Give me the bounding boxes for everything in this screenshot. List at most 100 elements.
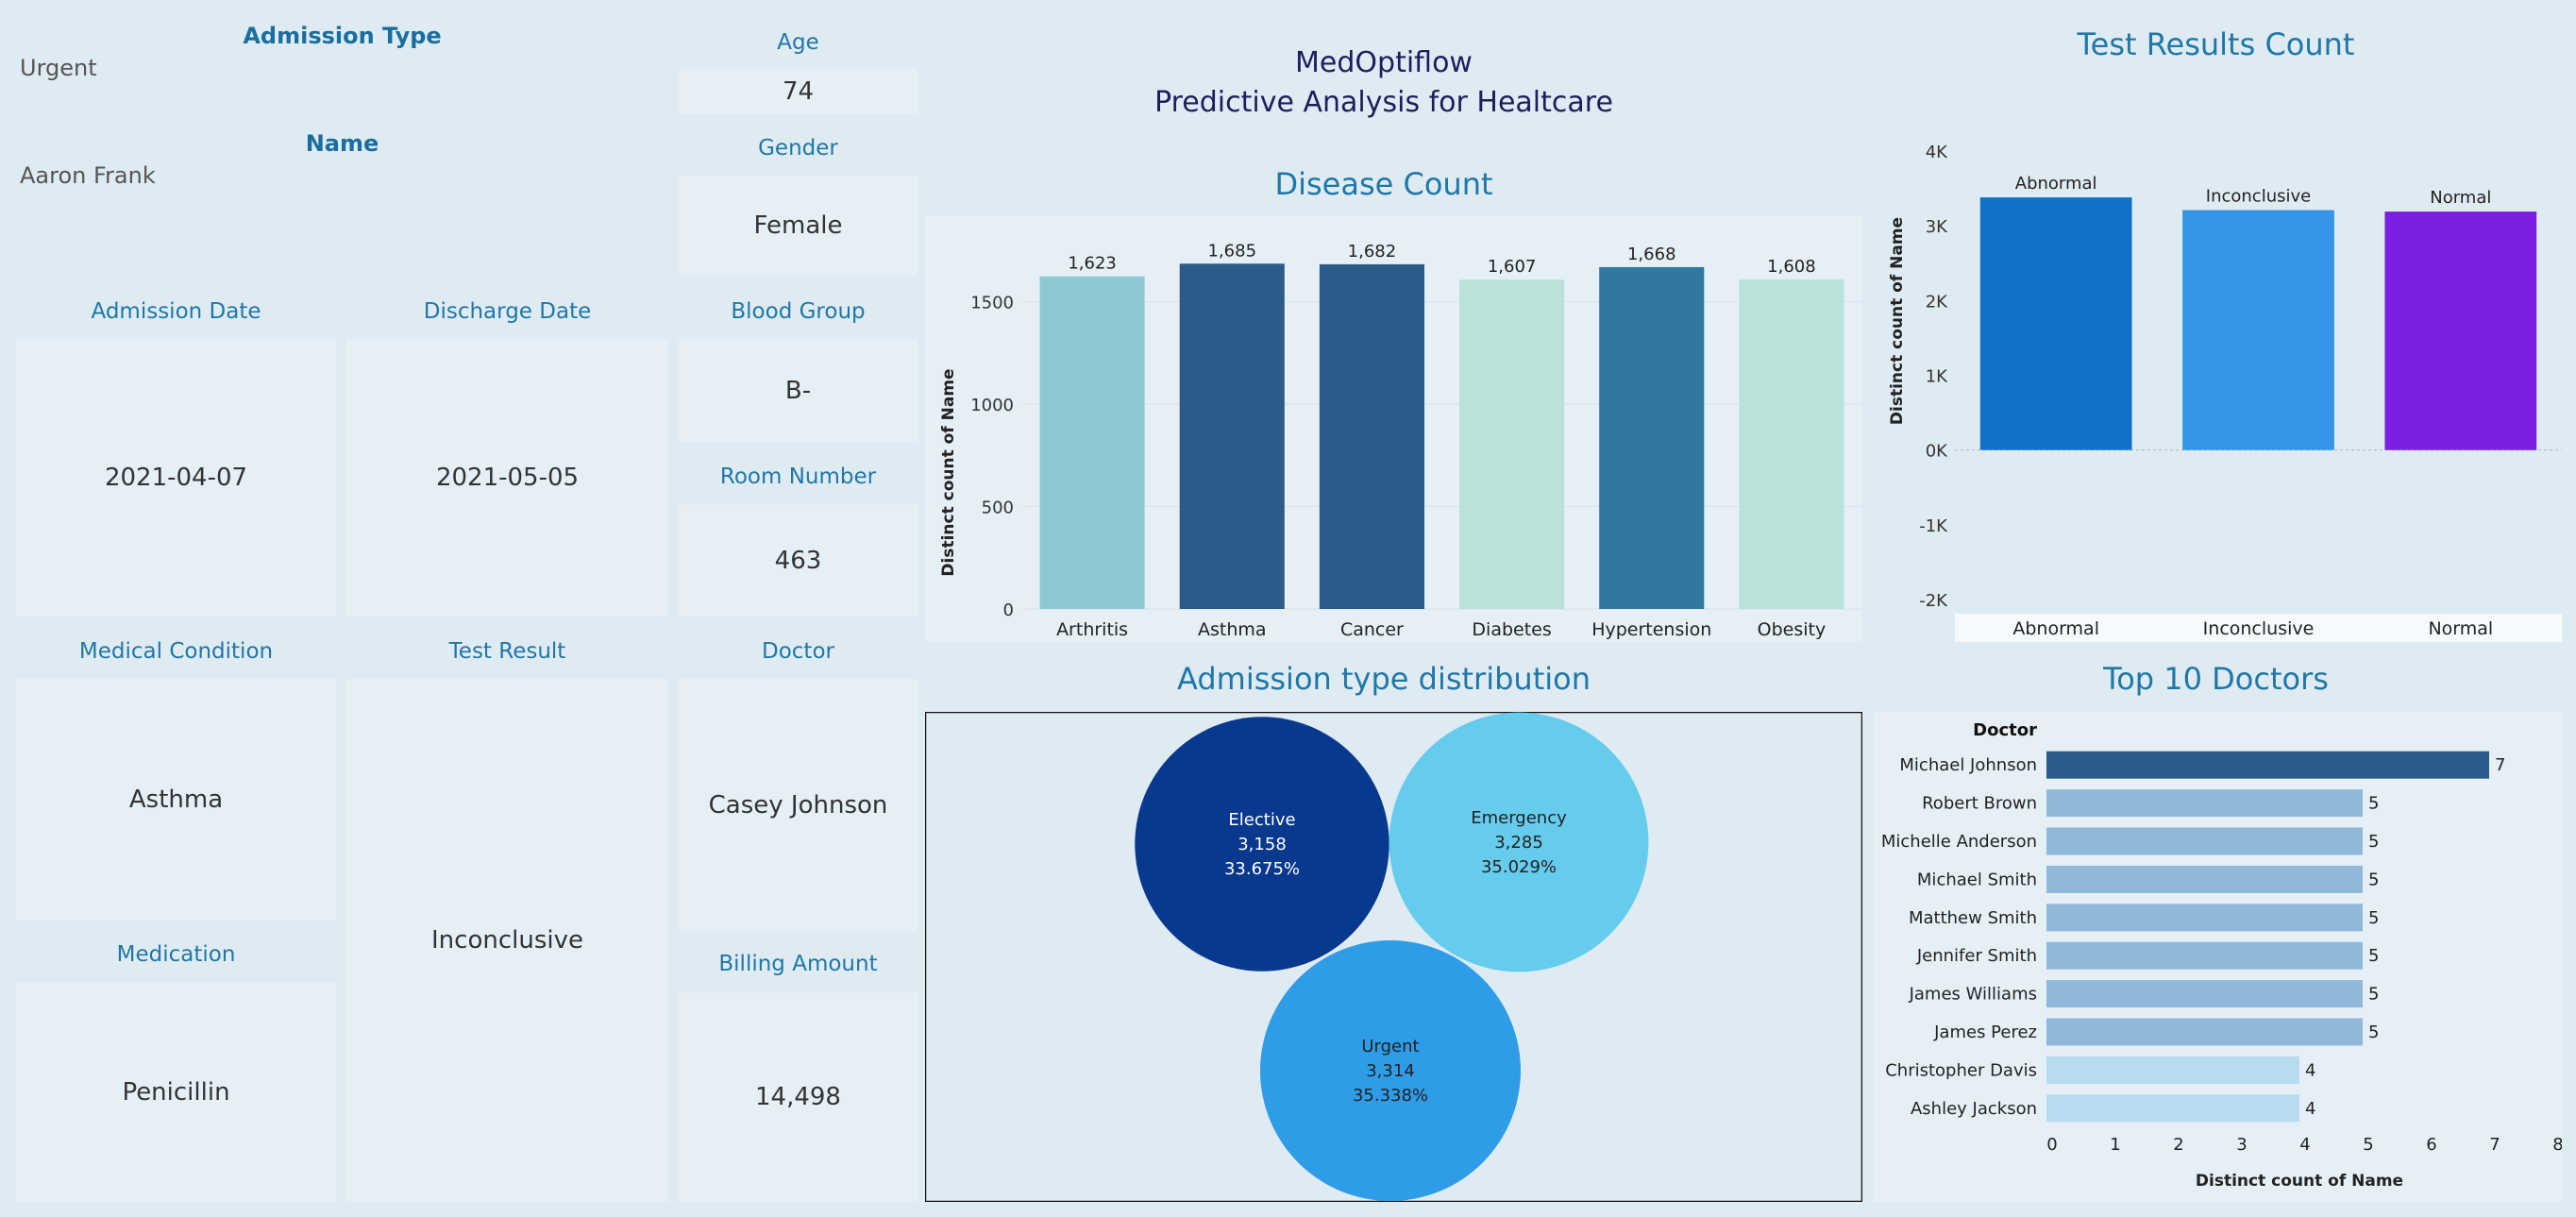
bubble-value: 3,285 — [1494, 833, 1543, 853]
bar — [1599, 266, 1705, 609]
bubble-percent: 33.675% — [1224, 859, 1300, 879]
doctor-name: Matthew Smith — [1909, 908, 2037, 928]
data-label: 5 — [2368, 1023, 2379, 1042]
x-tick-label: Cancer — [1340, 619, 1404, 640]
bar — [1979, 197, 2132, 450]
data-label: 4 — [2305, 1060, 2315, 1080]
top-doctors-title: Top 10 Doctors — [2103, 661, 2329, 697]
bar-label: Abnormal — [2015, 174, 2097, 194]
data-label: 5 — [2368, 985, 2379, 1005]
y-tick-label: -1K — [1919, 516, 1948, 536]
disease-count-chart: 0 500 1000 1500 Distinct count of Name 1,623 A… — [925, 215, 1861, 642]
bar — [1039, 276, 1145, 609]
bar — [2046, 1056, 2299, 1084]
x-tick-label: Asthma — [1198, 619, 1267, 640]
data-label: 1,623 — [1068, 254, 1117, 274]
discharge-date-label: Discharge Date — [423, 299, 592, 324]
doctor-name: Jennifer Smith — [1916, 946, 2037, 966]
gender-card: Female — [679, 176, 918, 276]
y-axis-title: Distinct count of Name — [939, 368, 958, 576]
data-label: 5 — [2368, 794, 2379, 814]
medical-condition-label: Medical Condition — [78, 639, 274, 664]
app-title-line1: MedOptiflow — [1295, 46, 1473, 79]
bar — [2046, 941, 2363, 970]
doctor-name: Christopher Davis — [1885, 1060, 2037, 1080]
discharge-date-card: 2021-05-05 — [346, 339, 668, 617]
x-tick-label: Arthritis — [1056, 619, 1128, 640]
bubble-name: Urgent — [1361, 1037, 1419, 1056]
bubble-value: 3,158 — [1237, 835, 1287, 854]
bar — [2046, 1018, 2363, 1046]
bubble — [1260, 940, 1521, 1201]
bubble-name: Elective — [1228, 810, 1295, 830]
y-tick-label: 1500 — [970, 293, 1014, 313]
data-label: 7 — [2495, 755, 2505, 775]
x-tick-label: Inconclusive — [2203, 618, 2315, 639]
top-doctors-chart: Doctor Michael Johnson 7 Robert Brown 5 Miche… — [1874, 712, 2562, 1202]
bar-label: Normal — [2430, 188, 2491, 208]
x-tick-label: Hypertension — [1591, 619, 1711, 640]
test-result-label: Test Result — [448, 639, 566, 664]
y-tick-label: 3K — [1926, 217, 1948, 237]
blood-group-label: Blood Group — [731, 299, 866, 324]
app-title: MedOptiflow Predictive Analysis for Heal… — [925, 43, 1843, 123]
y-tick-label: 1K — [1926, 367, 1948, 387]
x-tick-label: 6 — [2426, 1135, 2436, 1155]
y-tick-label: 1000 — [970, 396, 1014, 415]
x-tick-label: Obesity — [1758, 619, 1827, 640]
room-number-card: 463 — [679, 504, 918, 617]
medical-condition-card: Asthma — [16, 679, 336, 921]
doctor-name: Michael Smith — [1917, 870, 2037, 889]
room-number-label: Room Number — [719, 465, 877, 489]
test-results-count-title: Test Results Count — [2077, 26, 2355, 62]
bubble-name: Emergency — [1471, 808, 1567, 828]
blood-group-card: B- — [679, 339, 918, 443]
bubble — [1389, 712, 1649, 972]
y-tick-label: 0 — [1003, 600, 1014, 620]
name-value: Aaron Frank — [20, 162, 156, 189]
x-tick-label: 4 — [2299, 1135, 2310, 1155]
doctor-card: Casey Johnson — [679, 679, 918, 931]
data-label: 1,682 — [1348, 242, 1397, 262]
x-tick-label: 8 — [2552, 1135, 2562, 1155]
name-label: Name — [305, 130, 379, 157]
x-tick-label: Normal — [2428, 618, 2493, 639]
y-tick-label: 500 — [982, 498, 1014, 517]
test-results-chart: 4K 3K 2K 1K 0K -1K -2K Distinct count of Name Ab… — [1888, 143, 2562, 642]
bar — [2046, 904, 2363, 932]
y-tick-label: 2K — [1926, 292, 1948, 312]
gender-label: Gender — [758, 136, 838, 161]
admission-type-label: Admission Type — [243, 23, 442, 49]
x-tick-label: Abnormal — [2012, 618, 2099, 639]
doctor-name: James Perez — [1933, 1023, 2037, 1042]
x-tick-label: 7 — [2489, 1135, 2500, 1155]
bar — [2046, 789, 2363, 818]
app-title-line2: Predictive Analysis for Healtcare — [1154, 86, 1613, 119]
doctor-name: Michelle Anderson — [1881, 832, 2037, 852]
medication-card: Penicillin — [16, 983, 336, 1202]
bubble-value: 3,314 — [1366, 1061, 1415, 1081]
bar — [2046, 1094, 2299, 1123]
row-header: Doctor — [1973, 720, 2037, 740]
x-tick-label: 1 — [2110, 1135, 2120, 1155]
data-label: 1,685 — [1207, 241, 1256, 261]
y-tick-label: 4K — [1926, 143, 1948, 162]
billing-amount-card: 14,498 — [679, 992, 918, 1202]
x-axis-band — [1955, 614, 2562, 642]
data-label: 5 — [2368, 870, 2379, 889]
doctor-name: Robert Brown — [1922, 794, 2037, 814]
y-tick-label: 0K — [1926, 442, 1948, 462]
data-label: 1,668 — [1627, 245, 1676, 264]
doctor-label: Doctor — [762, 639, 834, 664]
bar — [1459, 279, 1565, 609]
x-tick-label: 2 — [2173, 1135, 2183, 1155]
bar — [2182, 210, 2334, 450]
bar — [1179, 263, 1285, 609]
bar-label: Inconclusive — [2206, 187, 2311, 207]
disease-count-title: Disease Count — [1274, 166, 1493, 202]
y-axis-title: Distinct count of Name — [1888, 217, 1907, 425]
data-label: 1,607 — [1488, 257, 1537, 277]
billing-amount-label: Billing Amount — [718, 952, 878, 976]
data-label: 4 — [2305, 1099, 2315, 1119]
bar — [1319, 263, 1424, 609]
